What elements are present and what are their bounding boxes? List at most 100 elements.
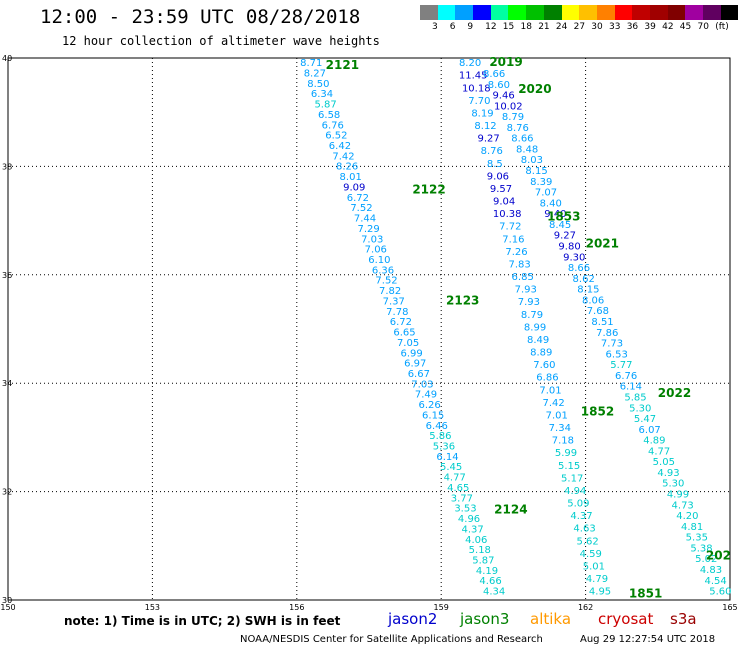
map-title: 12:00 - 23:59 UTC 08/28/2018: [40, 6, 361, 28]
wave-height-point: 4.37: [570, 511, 592, 522]
scale-swatch: [649, 5, 668, 20]
wave-height-point: 5.01: [583, 561, 605, 572]
wave-height-point: 8.19: [471, 108, 493, 119]
wave-height-point: 5.17: [561, 473, 583, 484]
scale-label: 45: [679, 22, 692, 32]
lon-tick-label: 159: [434, 603, 449, 612]
wave-height-point: 6.26: [418, 400, 440, 411]
wave-height-point: 7.68: [587, 306, 609, 317]
wave-height-point: 7.49: [415, 390, 437, 401]
wave-height-point: 4.77: [444, 473, 466, 484]
wave-height-point: 6.53: [606, 349, 628, 360]
wave-height-point: 6.34: [311, 89, 333, 100]
wave-height-point: 7.29: [357, 224, 379, 235]
scale-swatch: [579, 5, 597, 20]
scale-label: 39: [644, 22, 656, 32]
legend-item-jason3: jason3: [460, 610, 510, 628]
wave-height-point: 10.02: [494, 101, 523, 112]
wave-height-point: 4.94: [564, 486, 586, 497]
wave-height-point: 5.77: [610, 360, 632, 371]
pass-number-label: 1852: [581, 405, 614, 419]
scale-label: 15: [502, 22, 515, 32]
wave-height-point: 7.37: [383, 296, 405, 307]
wave-height-point: 8.66: [568, 263, 590, 274]
wave-height-point: 6.65: [393, 328, 415, 339]
wave-height-point: 8.48: [516, 144, 538, 155]
wave-height-point: 5.87: [472, 555, 494, 566]
wave-height-point: 8.79: [502, 112, 524, 123]
pass-number-label: 2123: [446, 294, 479, 308]
wave-height-point: 5.60: [709, 587, 731, 598]
legend-item-jason2: jason2: [388, 610, 438, 628]
wave-height-point: 9.04: [493, 197, 515, 208]
scale-label: 3: [432, 22, 438, 32]
generated-timestamp: Aug 29 12:27:54 UTC 2018: [580, 634, 716, 645]
units-note: note: 1) Time is in UTC; 2) SWH is in fe…: [64, 614, 341, 628]
wave-height-point: 6.76: [322, 120, 344, 131]
wave-height-point: 5.38: [690, 543, 712, 554]
wave-height-point: 4.79: [586, 574, 608, 585]
wave-height-point: 7.86: [596, 328, 618, 339]
scale-swatch: [490, 5, 509, 20]
scale-label: 12: [485, 22, 497, 32]
lon-tick-label: 150: [0, 603, 15, 612]
wave-height-point: 4.73: [672, 500, 694, 511]
wave-height-point: 3.53: [454, 504, 476, 515]
wave-height-point: 8.40: [540, 198, 562, 209]
wave-height-point: 4.20: [676, 511, 698, 522]
wave-height-point: 4.83: [700, 565, 722, 576]
scale-label: 36: [626, 22, 639, 32]
wave-height-point: 4.66: [479, 576, 501, 587]
wave-height-point: 7.72: [499, 222, 521, 233]
wave-height-point: 4.06: [465, 535, 487, 546]
wave-height-point: 6.72: [347, 193, 369, 204]
scale-swatch: [703, 5, 721, 20]
lon-tick-label: 153: [145, 603, 160, 612]
wave-height-point: 5.30: [662, 479, 684, 490]
pass-number-label: 1853: [547, 210, 580, 224]
wave-height-point: 8.50: [307, 79, 329, 90]
wave-height-point: 10.18: [462, 83, 491, 94]
wave-height-point: 8.49: [527, 335, 549, 346]
wave-height-point: 5.05: [653, 457, 675, 468]
map-subtitle: 12 hour collection of altimeter wave hei…: [62, 34, 380, 48]
wave-height-point: 4.95: [589, 587, 611, 598]
wave-height-point: 4.37: [461, 524, 483, 535]
wave-height-point: 8.45: [549, 220, 571, 231]
wave-height-point: 9.40: [544, 209, 566, 220]
wave-height-point: 5.30: [629, 403, 651, 414]
wave-height-point: 8.60: [488, 80, 510, 91]
wave-height-point: 5.85: [624, 392, 646, 403]
wave-height-point: 7.05: [397, 338, 419, 349]
scale-label: 18: [520, 22, 532, 32]
wave-height-point: 8.79: [521, 310, 543, 321]
wave-height-point: 5.09: [567, 499, 589, 510]
wave-height-point: 8.39: [530, 177, 552, 188]
scale-label: (ft): [715, 22, 729, 32]
wave-height-point: 9.27: [478, 134, 500, 145]
wave-height-point: 7.34: [549, 423, 571, 434]
wave-height-point: 6.85: [512, 272, 534, 283]
wave-height-point: 5.02: [695, 554, 717, 565]
wave-height-point: 4.65: [447, 483, 469, 494]
wave-height-point: 5.18: [469, 545, 491, 556]
wave-height-point: 6.15: [422, 410, 444, 421]
wave-height-point: 5.86: [429, 431, 451, 442]
wave-height-point: 8.66: [483, 69, 505, 80]
lat-tick-label: 36: [2, 271, 12, 280]
wave-height-point: 6.52: [325, 131, 347, 142]
wave-height-point: 8.27: [304, 68, 326, 79]
wave-height-point: 9.09: [343, 182, 365, 193]
wave-height-point: 8.06: [582, 295, 604, 306]
wave-height-point: 10.38: [493, 209, 522, 220]
lat-tick-label: 34: [2, 379, 12, 388]
wave-height-point: 6.97: [404, 359, 426, 370]
wave-height-point: 6.46: [426, 421, 448, 432]
wave-height-point: 5.47: [634, 414, 656, 425]
scale-swatch: [508, 5, 527, 20]
wave-height-point: 4.34: [483, 587, 505, 598]
wave-height-point: 8.62: [573, 274, 595, 285]
wave-height-point: 11.45: [459, 71, 488, 82]
